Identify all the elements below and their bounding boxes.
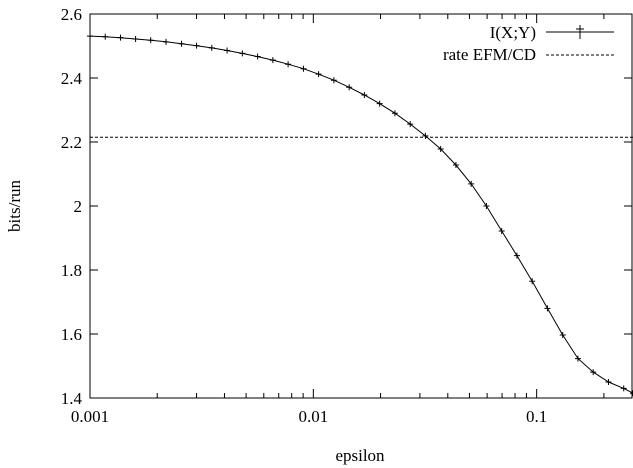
x-tick-label: 0.01 (298, 407, 328, 426)
data-point-i-x-y (300, 65, 307, 72)
y-tick-label: 1.8 (61, 261, 82, 280)
y-tick-label: 2.4 (61, 69, 83, 88)
y-tick-label: 2 (74, 197, 83, 216)
data-point-i-x-y (605, 379, 612, 385)
data-point-i-x-y (117, 34, 124, 41)
data-point-i-x-y (254, 53, 261, 60)
data-point-i-x-y (483, 203, 490, 209)
data-point-i-x-y (87, 33, 93, 40)
x-tick-label: 0.1 (526, 407, 547, 426)
data-point-i-x-y (193, 42, 200, 49)
data-point-i-x-y (498, 227, 505, 234)
data-point-i-x-y (224, 47, 231, 54)
data-point-i-x-y (513, 252, 520, 259)
data-point-i-x-y (361, 91, 368, 98)
data-point-i-x-y (559, 331, 566, 338)
data-point-i-x-y (437, 146, 444, 153)
series-line-i-x-y (89, 35, 633, 394)
data-point-i-x-y (132, 35, 139, 42)
data-point-i-x-y (407, 121, 414, 128)
data-point-i-x-y (102, 33, 109, 40)
data-point-i-x-y (147, 37, 154, 44)
data-point-i-x-y (330, 77, 337, 84)
data-point-i-x-y (620, 385, 627, 392)
y-axis-title: bits/run (5, 180, 24, 232)
data-point-i-x-y (544, 305, 551, 312)
legend-label-rate-efm-cd: rate EFM/CD (443, 45, 536, 64)
data-point-i-x-y (590, 369, 597, 376)
plot-frame (89, 13, 633, 399)
data-point-i-x-y (376, 100, 383, 107)
plot-area: 1.4 1.6 1.8 2 2.2 2.4 2.6 0.001 0.01 0.1 (61, 5, 633, 426)
data-point-i-x-y (315, 71, 322, 78)
data-point-i-x-y (391, 110, 398, 117)
data-point-i-x-y (468, 180, 475, 187)
data-point-i-x-y (178, 40, 185, 47)
x-tick-label: 0.001 (71, 407, 109, 426)
data-point-i-x-y (269, 57, 276, 64)
data-point-i-x-y (239, 50, 246, 57)
x-axis-title: epsilon (335, 446, 385, 465)
y-tick-label: 1.4 (61, 389, 83, 408)
y-tick-label: 2.2 (61, 133, 82, 152)
data-point-i-x-y (163, 38, 170, 45)
y-tick-label: 2.6 (61, 5, 82, 24)
data-point-i-x-y (346, 84, 353, 91)
data-point-i-x-y (208, 44, 215, 51)
y-tick-label: 1.6 (61, 325, 82, 344)
data-point-i-x-y (452, 162, 459, 169)
data-point-i-x-y (285, 61, 292, 68)
data-point-i-x-y (574, 355, 581, 362)
data-point-i-x-y (630, 390, 633, 397)
data-point-i-x-y (529, 278, 536, 285)
legend-marker-mutual-information (576, 25, 584, 39)
legend-label-mutual-information: I(X;Y) (490, 23, 536, 42)
legend: I(X;Y) rate EFM/CD (443, 23, 614, 64)
data-point-i-x-y (422, 132, 429, 139)
